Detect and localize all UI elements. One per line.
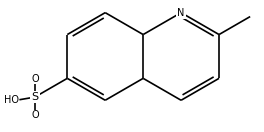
Text: O: O — [31, 74, 39, 84]
Text: S: S — [31, 92, 39, 102]
Text: N: N — [177, 8, 185, 18]
Text: HO: HO — [4, 95, 18, 105]
Text: O: O — [31, 110, 39, 120]
